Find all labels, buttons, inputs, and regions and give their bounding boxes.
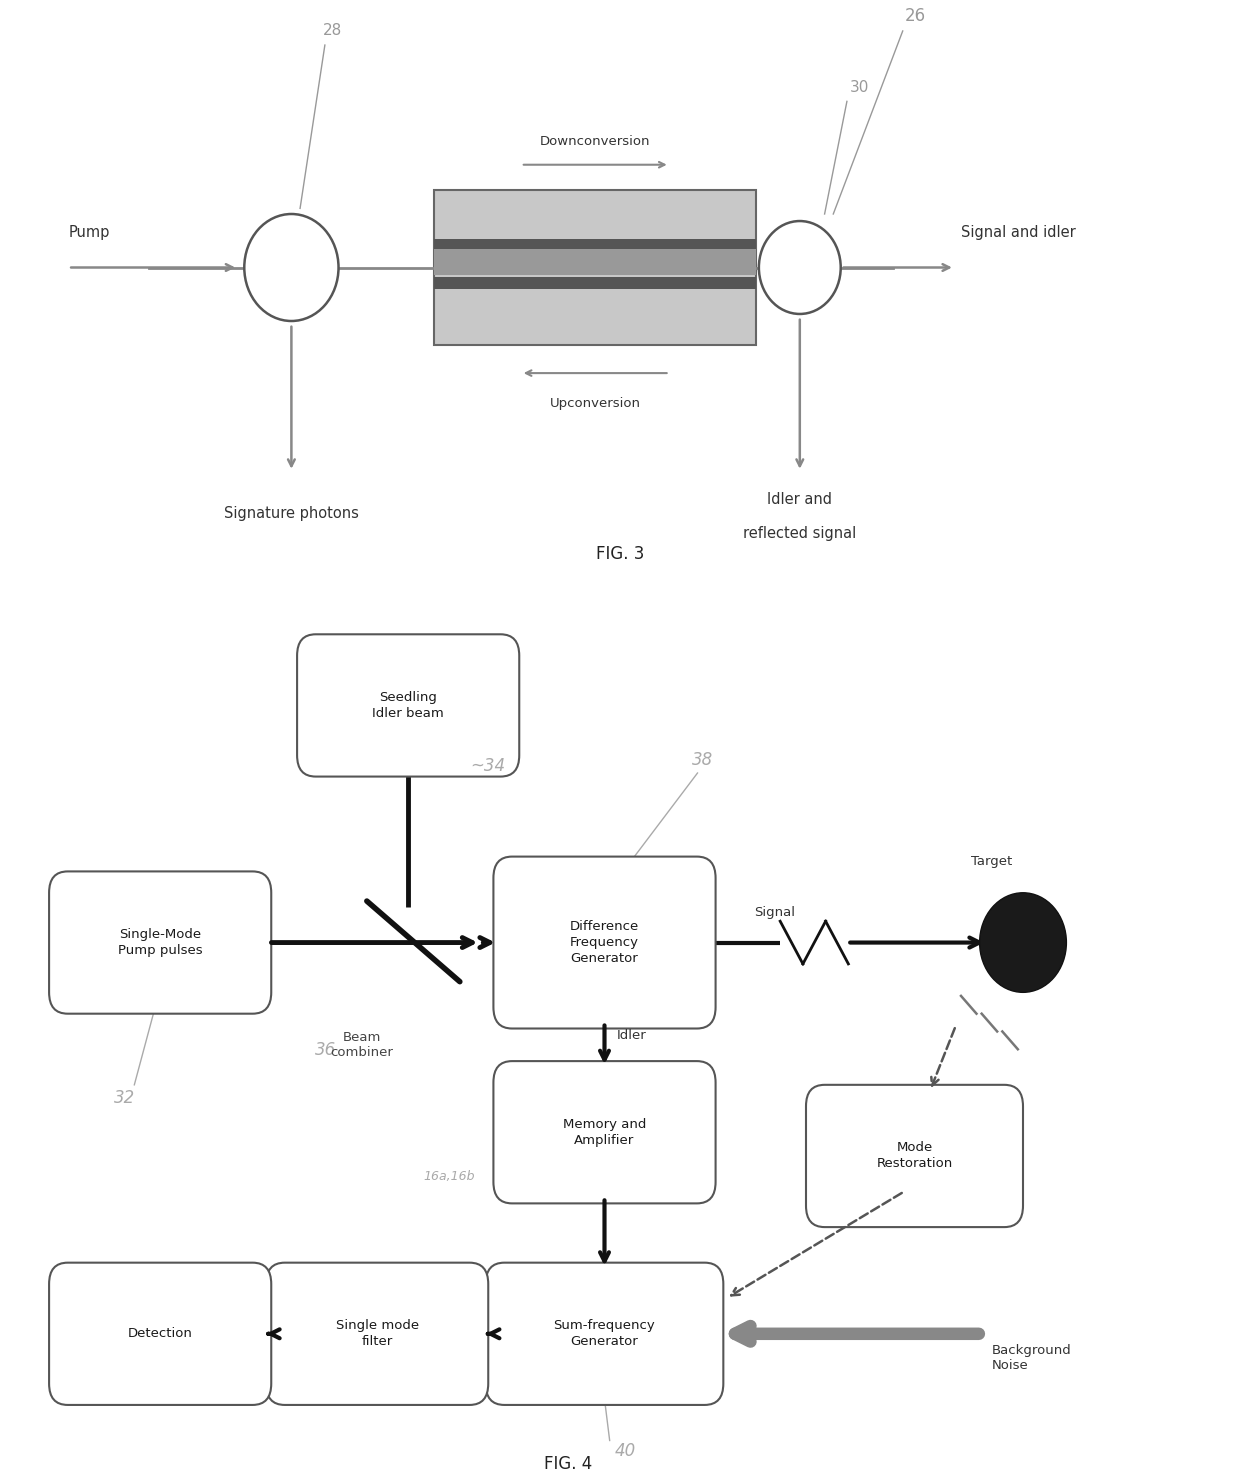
Text: FIG. 4: FIG. 4 (544, 1454, 593, 1473)
Text: Upconversion: Upconversion (549, 397, 641, 411)
Text: 32: 32 (114, 1089, 135, 1107)
Text: Background
Noise: Background Noise (992, 1344, 1071, 1372)
Text: Difference
Frequency
Generator: Difference Frequency Generator (570, 920, 639, 965)
Text: Downconversion: Downconversion (539, 135, 651, 148)
Text: Signal and idler: Signal and idler (961, 225, 1076, 240)
FancyBboxPatch shape (298, 634, 520, 777)
Text: 40: 40 (615, 1442, 636, 1460)
Bar (434, 240, 756, 249)
Text: 38: 38 (692, 751, 713, 769)
Text: 28: 28 (322, 24, 342, 39)
Circle shape (980, 892, 1066, 993)
Text: 16a,16b: 16a,16b (424, 1169, 475, 1183)
Bar (434, 190, 756, 345)
Text: Beam
combiner: Beam combiner (330, 1031, 393, 1060)
Text: Seedling
Idler beam: Seedling Idler beam (372, 691, 444, 720)
FancyBboxPatch shape (50, 1263, 272, 1405)
FancyBboxPatch shape (267, 1263, 489, 1405)
FancyBboxPatch shape (50, 871, 272, 1014)
Text: ~34: ~34 (470, 757, 505, 775)
FancyBboxPatch shape (486, 1263, 723, 1405)
Text: Target: Target (971, 855, 1013, 868)
Text: Detection: Detection (128, 1328, 192, 1340)
Text: Mode
Restoration: Mode Restoration (877, 1141, 952, 1171)
Text: Memory and
Amplifier: Memory and Amplifier (563, 1117, 646, 1147)
Circle shape (759, 221, 841, 314)
FancyBboxPatch shape (494, 1061, 715, 1203)
Text: 36: 36 (315, 1042, 336, 1060)
Bar (434, 249, 756, 274)
FancyBboxPatch shape (494, 857, 715, 1029)
Text: Sum-frequency
Generator: Sum-frequency Generator (553, 1319, 656, 1349)
Text: reflected signal: reflected signal (743, 526, 857, 541)
Text: Single-Mode
Pump pulses: Single-Mode Pump pulses (118, 928, 202, 957)
Bar (434, 277, 756, 289)
Text: Signature photons: Signature photons (224, 507, 358, 522)
Text: Single mode
filter: Single mode filter (336, 1319, 419, 1349)
Text: Idler: Idler (618, 1029, 646, 1042)
FancyBboxPatch shape (806, 1085, 1023, 1227)
Text: 26: 26 (905, 7, 926, 25)
Text: Signal: Signal (754, 907, 795, 919)
Text: Pump: Pump (68, 225, 109, 240)
Text: Idler and: Idler and (768, 492, 832, 507)
Circle shape (244, 213, 339, 322)
Text: 30: 30 (849, 80, 869, 95)
Text: FIG. 3: FIG. 3 (595, 545, 645, 563)
